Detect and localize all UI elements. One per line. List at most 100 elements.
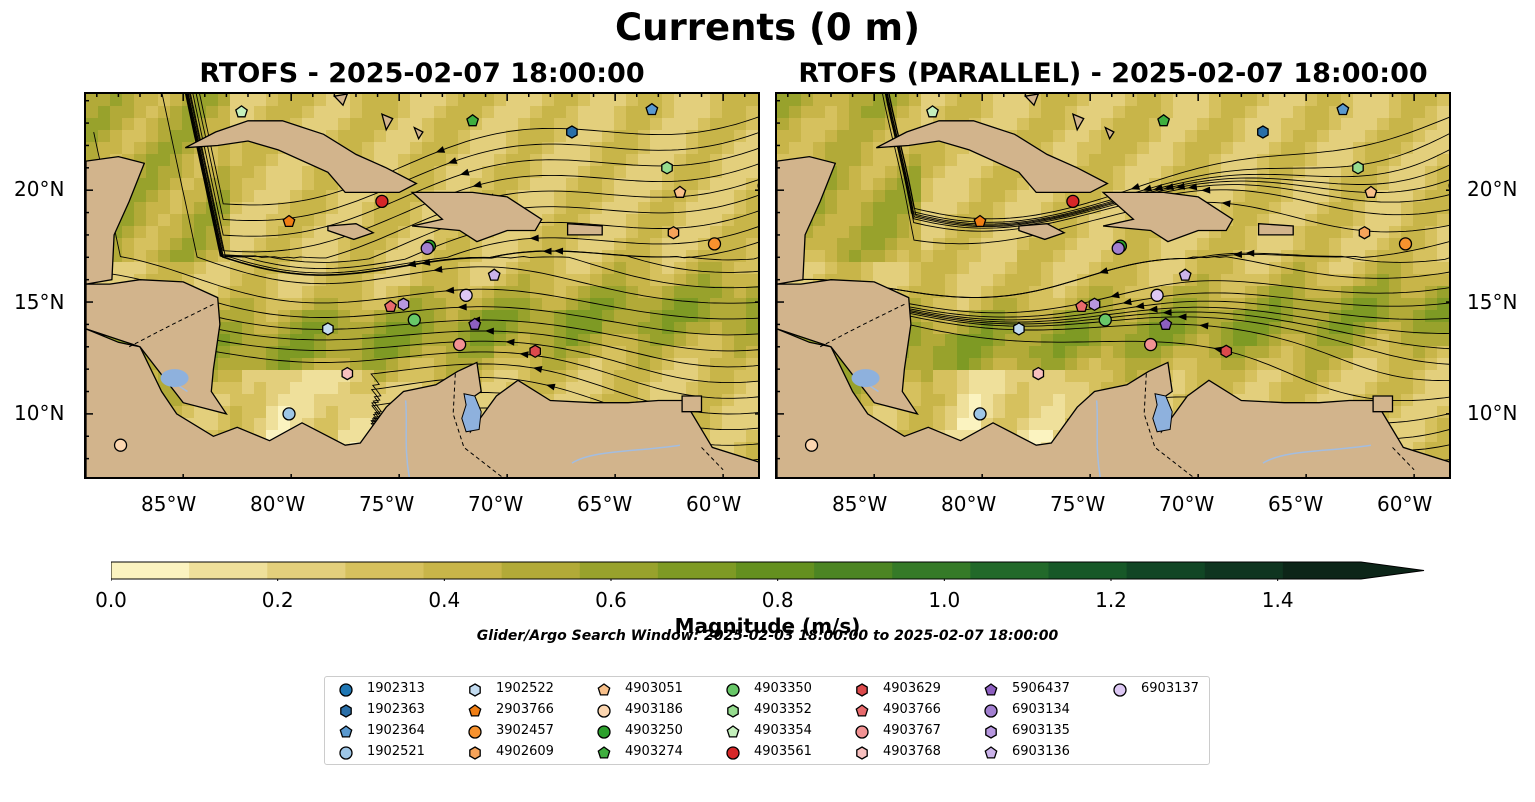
circle-marker-icon[interactable] <box>468 725 482 739</box>
float-4903186[interactable] <box>804 438 819 452</box>
streamline-arrow <box>554 247 564 255</box>
streamline-arrow <box>421 258 431 266</box>
float-4903767[interactable] <box>1143 337 1158 352</box>
float-6903137[interactable] <box>459 288 473 302</box>
pentagon-marker-icon[interactable] <box>984 683 998 696</box>
lon-label: 85°W <box>832 492 888 516</box>
float-4903767[interactable] <box>452 337 467 352</box>
hexagon-marker-icon[interactable] <box>727 704 739 718</box>
circle-marker-icon[interactable] <box>339 746 353 760</box>
float-4903350[interactable] <box>407 313 421 327</box>
circle-marker-icon[interactable] <box>726 683 740 697</box>
float-2903766[interactable] <box>282 214 296 228</box>
lon-label: 80°W <box>941 492 997 516</box>
float-4903629[interactable] <box>529 344 542 359</box>
float-4903561[interactable] <box>1066 194 1080 209</box>
colorbar-tick-label: 1.0 <box>928 588 961 612</box>
pentagon-marker-icon[interactable] <box>855 704 869 717</box>
float-1902313[interactable] <box>757 180 760 192</box>
circle-marker-icon[interactable] <box>339 683 353 697</box>
circle-marker-icon[interactable] <box>855 725 869 739</box>
float-4903051[interactable] <box>673 185 687 198</box>
float-4903274[interactable] <box>1157 113 1171 127</box>
float-4903274[interactable] <box>466 113 480 127</box>
float-1902364[interactable] <box>1336 102 1350 116</box>
float-5906437[interactable] <box>1159 317 1173 330</box>
land-hispaniola <box>1101 191 1234 243</box>
float-3902457[interactable] <box>1398 237 1413 251</box>
hexagon-marker-icon[interactable] <box>340 704 352 718</box>
float-1902521[interactable] <box>282 407 296 421</box>
float-2903766[interactable] <box>973 214 987 228</box>
colorbar-segment <box>267 562 346 579</box>
float-4903186[interactable] <box>113 438 128 452</box>
float-4903354[interactable] <box>926 105 939 118</box>
hexagon-marker-icon[interactable] <box>856 683 868 697</box>
float-6903134[interactable] <box>420 241 434 256</box>
float-1902363[interactable] <box>1257 125 1269 139</box>
float-3902457[interactable] <box>707 237 722 251</box>
float-4903766[interactable] <box>384 299 397 313</box>
legend-label: 6903134 <box>1012 702 1070 717</box>
pentagon-marker-icon[interactable] <box>726 725 740 738</box>
float-4903352[interactable] <box>1352 161 1364 175</box>
lon-label: 80°W <box>250 492 306 516</box>
float-6903136[interactable] <box>487 268 501 281</box>
float-4903350[interactable] <box>1098 313 1112 327</box>
land-hispaniola <box>410 191 543 243</box>
float-1902363[interactable] <box>566 125 578 139</box>
circle-marker-icon[interactable] <box>726 746 740 760</box>
streamline-arrow <box>1162 308 1172 316</box>
rtofs-map-panel[interactable] <box>84 92 760 479</box>
hexagon-marker-icon[interactable] <box>469 683 481 697</box>
float-6903135[interactable] <box>1088 297 1101 312</box>
colorbar-segment <box>814 562 893 579</box>
float-1902313[interactable] <box>1448 180 1451 192</box>
float-5906437[interactable] <box>468 317 482 330</box>
hexagon-marker-icon[interactable] <box>469 746 481 760</box>
colorbar-tick-label: 1.4 <box>1261 588 1294 612</box>
land <box>777 94 1449 477</box>
pentagon-marker-icon[interactable] <box>984 746 998 759</box>
pentagon-marker-icon[interactable] <box>339 725 353 738</box>
colorbar-segment <box>423 562 503 579</box>
legend-label: 2903766 <box>496 702 554 717</box>
float-4902609[interactable] <box>667 225 680 240</box>
float-4903768[interactable] <box>1032 366 1045 381</box>
float-1902522[interactable] <box>322 322 334 336</box>
circle-marker-icon[interactable] <box>984 704 998 718</box>
float-4903354[interactable] <box>235 105 248 118</box>
legend-label: 4903186 <box>625 702 683 717</box>
float-6903134[interactable] <box>1111 241 1125 256</box>
colorbar-tick-label: 0.6 <box>595 588 627 612</box>
hexagon-marker-icon[interactable] <box>856 746 868 760</box>
hexagon-marker-icon[interactable] <box>985 725 997 739</box>
float-6903135[interactable] <box>397 297 410 312</box>
lake-nicaragua <box>851 369 880 388</box>
circle-marker-icon[interactable] <box>597 704 611 718</box>
rtofs-parallel-map-panel[interactable] <box>775 92 1451 479</box>
float-6903136[interactable] <box>1178 268 1192 281</box>
float-4902609[interactable] <box>1358 225 1371 240</box>
float-1902521[interactable] <box>973 407 987 421</box>
pentagon-marker-icon[interactable] <box>597 746 611 759</box>
pentagon-marker-icon[interactable] <box>468 704 482 717</box>
colorbar-segment <box>501 562 581 579</box>
circle-marker-icon[interactable] <box>1113 683 1127 697</box>
float-6903137[interactable] <box>1150 288 1164 302</box>
float-4903051[interactable] <box>1364 185 1378 198</box>
float-4903352[interactable] <box>661 161 673 175</box>
circle-marker-icon[interactable] <box>597 725 611 739</box>
streamline-arrow <box>1201 186 1211 194</box>
float-4903768[interactable] <box>341 366 354 381</box>
float-1902522[interactable] <box>1013 322 1025 336</box>
float-1902364[interactable] <box>645 102 659 116</box>
pentagon-marker-icon[interactable] <box>597 683 611 696</box>
land-centralam <box>777 279 919 415</box>
float-4903629[interactable] <box>1220 344 1233 359</box>
land-jamaica <box>1018 223 1066 241</box>
legend-label: 4903768 <box>883 744 941 759</box>
left-panel-title: RTOFS - 2025-02-07 18:00:00 <box>199 58 645 89</box>
float-4903766[interactable] <box>1075 299 1088 313</box>
float-4903561[interactable] <box>375 194 389 209</box>
